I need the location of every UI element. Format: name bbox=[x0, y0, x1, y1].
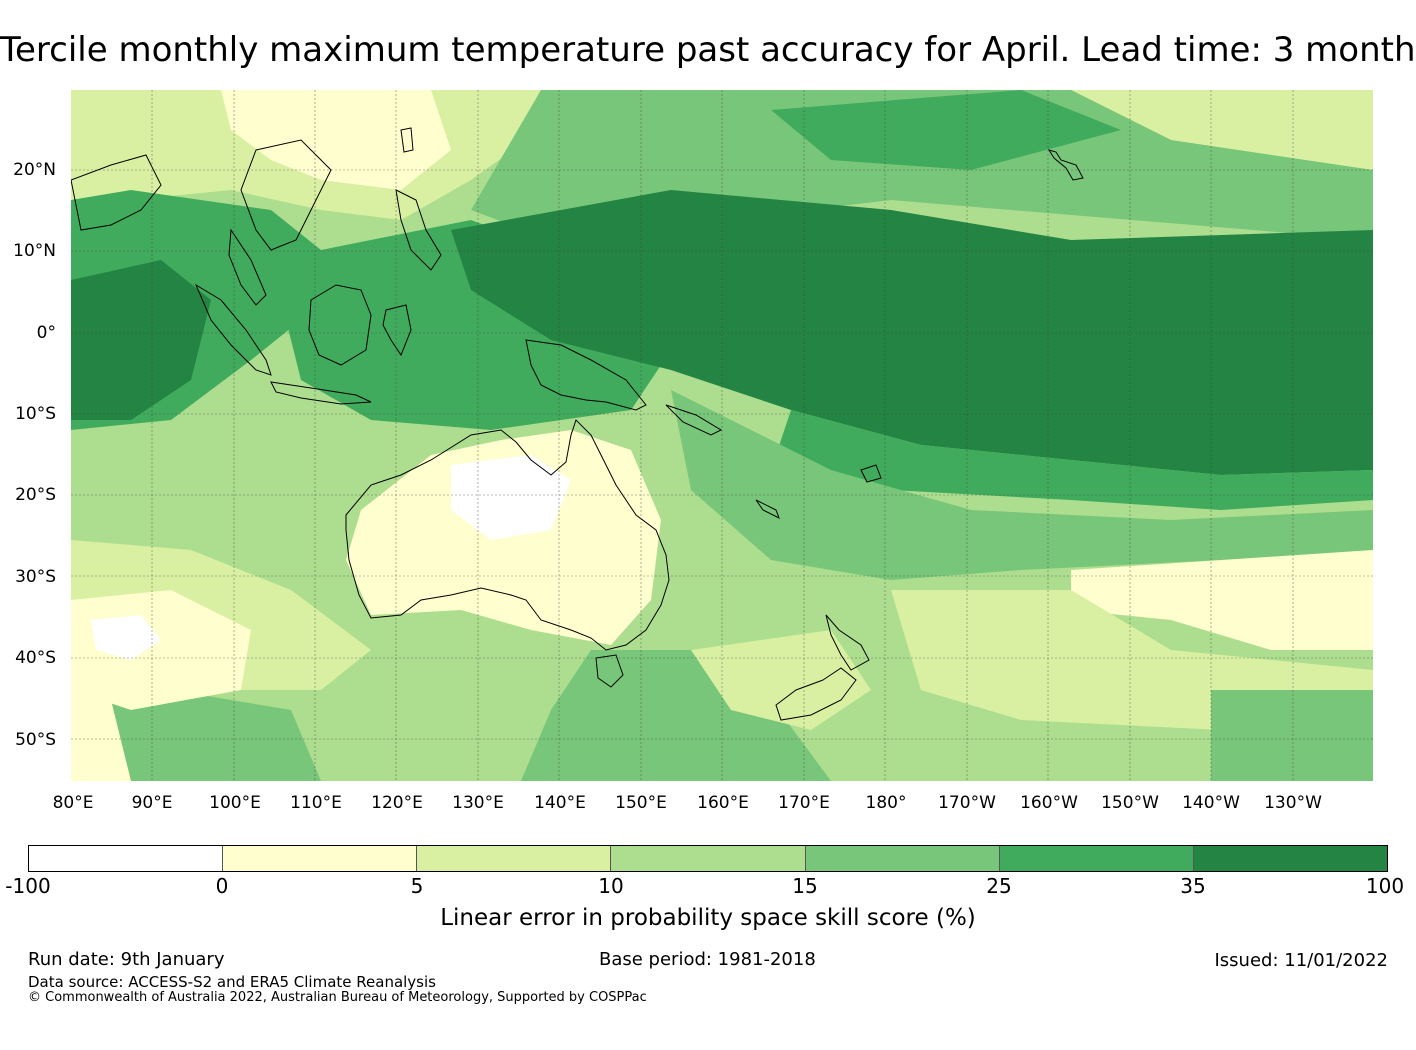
chart-title: Tercile monthly maximum temperature past… bbox=[0, 30, 1416, 70]
lat-label-30s: 30°S bbox=[15, 567, 56, 587]
coast-borneo bbox=[308, 284, 372, 366]
lon-label-170e: 170°E bbox=[778, 793, 830, 813]
field-north-green2 bbox=[771, 90, 1121, 170]
colorbar-tick: -100 bbox=[5, 874, 51, 898]
coast-malay bbox=[228, 228, 267, 306]
colorbar-tick: 0 bbox=[215, 874, 229, 898]
coast-india bbox=[71, 154, 162, 231]
coast-sulawesi bbox=[382, 304, 412, 357]
colorbar-bin-3 bbox=[611, 846, 806, 871]
field-aus-white bbox=[451, 455, 571, 540]
colorbar-bin-0 bbox=[29, 846, 224, 871]
field-spcz bbox=[671, 390, 1373, 580]
lat-label-20s: 20°S bbox=[15, 485, 56, 505]
lon-label-140w: 140°W bbox=[1182, 793, 1240, 813]
colorbar-bin-2 bbox=[417, 846, 612, 871]
coastlines bbox=[71, 127, 1084, 721]
coast-australia bbox=[345, 419, 670, 651]
coast-nz-south bbox=[775, 667, 857, 721]
lon-label-120e: 120°E bbox=[371, 793, 423, 813]
lon-label-80e: 80°E bbox=[52, 793, 94, 813]
coast-new-caledonia bbox=[755, 499, 780, 520]
lat-label-10n: 10°N bbox=[13, 241, 56, 261]
lon-label-170w: 170°W bbox=[938, 793, 996, 813]
lon-label-140e: 140°E bbox=[534, 793, 586, 813]
coast-taiwan bbox=[400, 127, 414, 153]
coast-hawaii bbox=[1047, 149, 1084, 181]
coast-philippines bbox=[395, 189, 442, 271]
lon-label-110e: 110°E bbox=[290, 793, 342, 813]
colorbar-bin-4 bbox=[805, 846, 1000, 871]
coast-nz-north bbox=[825, 614, 870, 671]
issued-date: Issued: 11/01/2022 bbox=[1214, 950, 1388, 971]
lat-label-10s: 10°S bbox=[15, 404, 56, 424]
field-tasman bbox=[691, 630, 871, 730]
colorbar-tick: 10 bbox=[598, 874, 624, 898]
lat-label-50s: 50°S bbox=[15, 730, 56, 750]
lon-label-160e: 160°E bbox=[697, 793, 749, 813]
copyright: © Commonwealth of Australia 2022, Austra… bbox=[28, 990, 647, 1005]
coast-sumatra bbox=[194, 283, 272, 376]
colorbar-tick: 15 bbox=[792, 874, 818, 898]
colorbar-label: Linear error in probability space skill … bbox=[440, 905, 976, 931]
colorbar-bin-1 bbox=[223, 846, 418, 871]
coast-new-guinea bbox=[525, 339, 647, 411]
map-canvas bbox=[71, 90, 1373, 781]
base-period: Base period: 1981-2018 bbox=[599, 949, 816, 970]
field-sw-cream bbox=[71, 690, 131, 781]
lon-label-160w: 160°W bbox=[1020, 793, 1078, 813]
field-ne-pale bbox=[1071, 90, 1373, 170]
field-indian-white bbox=[91, 615, 161, 660]
colorbar-bin-5 bbox=[999, 846, 1194, 871]
skill-score-map bbox=[71, 90, 1373, 781]
lon-label-180: 180° bbox=[865, 793, 907, 813]
data-source: Data source: ACCESS-S2 and ERA5 Climate … bbox=[28, 973, 436, 991]
field-eq-edge bbox=[771, 410, 1373, 510]
coast-java bbox=[270, 381, 372, 405]
lon-label-150w: 150°W bbox=[1101, 793, 1159, 813]
lat-label-40s: 40°S bbox=[15, 648, 56, 668]
coast-solomons bbox=[665, 404, 723, 436]
lon-label-130w: 130°W bbox=[1264, 793, 1322, 813]
field-asia-pale bbox=[221, 90, 451, 190]
coast-tasmania bbox=[595, 654, 624, 688]
field-eq-core bbox=[451, 190, 1373, 475]
lon-label-90e: 90°E bbox=[131, 793, 173, 813]
colorbar-bin-6 bbox=[1193, 846, 1387, 871]
lon-label-150e: 150°E bbox=[615, 793, 667, 813]
lon-label-130e: 130°E bbox=[452, 793, 504, 813]
field-south-green bbox=[521, 650, 831, 781]
colorbar-tick: 25 bbox=[986, 874, 1012, 898]
colorbar bbox=[28, 845, 1388, 872]
run-date: Run date: 9th January bbox=[28, 949, 225, 970]
lon-label-100e: 100°E bbox=[209, 793, 261, 813]
lat-label-20n: 20°N bbox=[13, 160, 56, 180]
field-south-green2 bbox=[1211, 690, 1373, 781]
coast-fiji bbox=[860, 464, 882, 483]
field-sp-pale bbox=[1071, 550, 1373, 650]
colorbar-tick: 35 bbox=[1180, 874, 1206, 898]
lat-label-0: 0° bbox=[36, 323, 56, 343]
coast-indochina bbox=[240, 139, 332, 251]
field-west-core bbox=[71, 260, 211, 420]
colorbar-tick: 5 bbox=[410, 874, 424, 898]
colorbar-tick: 100 bbox=[1365, 874, 1405, 898]
graticule bbox=[71, 90, 1373, 781]
